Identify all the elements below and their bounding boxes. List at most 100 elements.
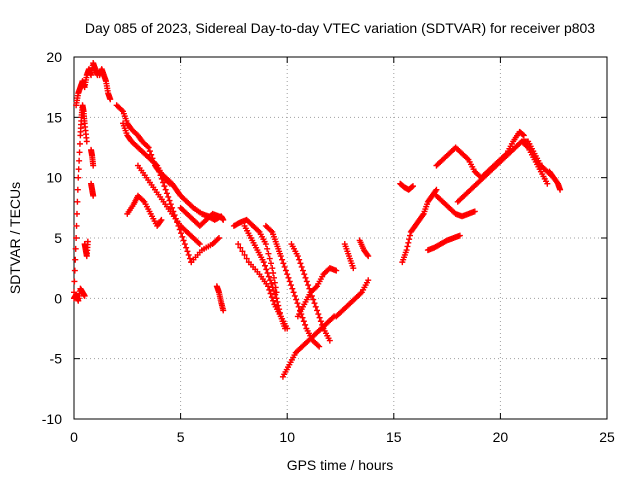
data-point: [403, 247, 410, 254]
data-point: [294, 253, 301, 260]
data-point: [544, 180, 551, 187]
data-point: [239, 248, 246, 255]
data-point: [166, 180, 173, 187]
data-point: [471, 208, 478, 215]
data-points: [71, 60, 564, 380]
data-point: [72, 256, 79, 263]
data-point: [301, 271, 308, 278]
data-point: [312, 284, 319, 291]
data-point: [286, 278, 293, 285]
data-point: [310, 296, 317, 303]
data-point: [296, 256, 303, 263]
data-point: [315, 311, 322, 318]
data-point: [178, 230, 185, 237]
data-point: [165, 179, 172, 186]
data-point: [272, 291, 279, 298]
data-point: [299, 267, 306, 274]
data-point: [75, 174, 82, 181]
data-point: [83, 138, 90, 145]
data-point: [456, 232, 463, 239]
data-point: [74, 186, 81, 193]
x-tick-label: 20: [493, 429, 509, 445]
series-arc-g: [88, 180, 97, 199]
data-point: [280, 260, 287, 267]
data-point: [156, 168, 163, 175]
data-point: [179, 233, 186, 240]
data-point: [73, 235, 80, 241]
data-point: [146, 148, 153, 155]
data-point: [158, 175, 165, 182]
series-arc-v: [294, 265, 340, 320]
data-point: [180, 237, 187, 244]
data-point: [268, 294, 275, 301]
data-point: [157, 218, 164, 225]
data-point: [288, 282, 295, 289]
series-arc-o: [213, 283, 227, 314]
series-arc-d: [71, 285, 88, 304]
data-point: [255, 227, 262, 234]
data-point: [267, 227, 274, 234]
data-point: [76, 140, 83, 147]
y-tick-label: -10: [42, 411, 62, 427]
data-point: [140, 197, 147, 204]
data-point: [90, 162, 97, 169]
data-point: [243, 255, 250, 262]
data-point: [171, 212, 178, 219]
data-point: [268, 280, 275, 287]
data-point: [186, 255, 193, 262]
data-point: [314, 307, 321, 314]
series-arc-f: [88, 146, 97, 169]
data-point: [305, 282, 312, 289]
y-tick-label: -5: [50, 351, 63, 367]
y-tick-label: 10: [46, 170, 62, 186]
data-point: [273, 295, 280, 302]
data-point: [285, 274, 292, 281]
data-point: [167, 201, 174, 208]
data-point: [183, 244, 190, 251]
gridlines: [74, 57, 607, 419]
data-point: [267, 290, 274, 297]
data-point: [284, 271, 291, 278]
data-point: [409, 183, 416, 190]
y-tick-label: 15: [46, 109, 62, 125]
series-arc-af: [518, 138, 551, 187]
series-arc-p: [230, 216, 280, 296]
series-arc-c: [96, 66, 114, 103]
data-point: [520, 132, 527, 139]
data-point: [265, 250, 272, 257]
data-point: [464, 155, 471, 162]
data-point: [317, 318, 324, 325]
data-point: [291, 292, 298, 299]
data-point: [314, 342, 321, 349]
y-tick-label: 5: [54, 230, 62, 246]
data-point: [237, 244, 244, 251]
data-point: [76, 157, 83, 164]
data-point: [265, 273, 272, 280]
data-point: [281, 263, 288, 270]
data-point: [269, 265, 276, 272]
data-point: [160, 179, 167, 186]
data-point: [298, 263, 305, 270]
x-axis-label: GPS time / hours: [287, 457, 394, 473]
data-point: [302, 321, 309, 328]
series-arc-m: [177, 204, 222, 229]
data-point: [260, 259, 267, 266]
data-point: [365, 253, 372, 260]
series-arc-e: [81, 238, 91, 260]
data-point: [519, 131, 526, 138]
data-point: [271, 279, 278, 286]
data-point: [118, 107, 125, 114]
series-arc-r: [235, 241, 291, 332]
data-point: [329, 314, 336, 321]
data-point: [73, 210, 80, 217]
data-point: [266, 286, 273, 293]
data-point: [406, 236, 413, 243]
data-point: [297, 260, 304, 267]
series-arc-n: [188, 235, 222, 266]
data-point: [419, 212, 426, 219]
data-point: [303, 278, 310, 285]
data-point: [270, 269, 277, 276]
series-arc-x: [341, 241, 357, 272]
chart-title: Day 085 of 2023, Sidereal Day-to-day VTE…: [85, 20, 595, 36]
